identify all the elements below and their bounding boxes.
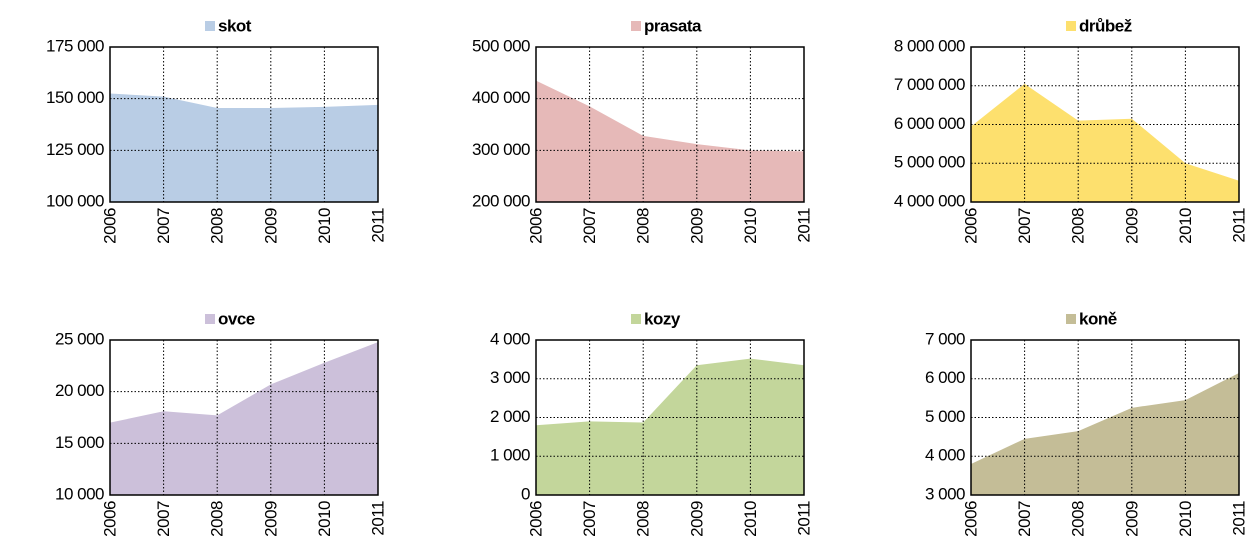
x-tick-label: 2009 [687, 501, 706, 537]
y-tick-label: 7 000 000 [894, 75, 965, 94]
x-tick-label: 2008 [208, 208, 227, 244]
y-tick-label: 15 000 [55, 433, 104, 452]
x-tick-label: 2008 [634, 501, 653, 537]
plot-border [970, 339, 1240, 496]
x-tick-label: 2010 [1176, 501, 1195, 537]
x-tick-label: 2007 [154, 208, 173, 244]
y-tick-label: 4 000 000 [894, 191, 965, 210]
y-tick-label: 5 000 000 [894, 153, 965, 172]
x-tick-label: 2009 [1122, 208, 1141, 244]
x-tick-label: 2008 [208, 501, 227, 537]
y-tick-label: 1 000 [490, 446, 530, 465]
x-tick-label: 2006 [101, 208, 120, 244]
x-tick-label: 2006 [527, 501, 546, 537]
x-tick-label: 2010 [315, 501, 334, 537]
area [110, 93, 378, 202]
x-tick-label: 2007 [154, 501, 173, 537]
y-tick-label: 5 000 [925, 407, 965, 426]
plot-border [535, 339, 805, 496]
legend-swatch [1066, 314, 1076, 324]
y-tick-label: 125 000 [46, 140, 104, 159]
y-tick-label: 175 000 [46, 36, 104, 55]
legend-swatch [205, 21, 215, 31]
x-tick-label: 2009 [687, 208, 706, 244]
area [110, 342, 378, 495]
x-tick-label: 2008 [634, 208, 653, 244]
x-tick-label: 2010 [315, 208, 334, 244]
x-tick-label: 2006 [962, 208, 981, 244]
legend-label: kozy [644, 309, 681, 328]
y-tick-label: 8 000 000 [894, 36, 965, 55]
y-tick-label: 4 000 [925, 446, 965, 465]
x-tick-label: 2008 [1069, 501, 1088, 537]
x-tick-label: 2010 [1176, 208, 1195, 244]
y-tick-label: 100 000 [46, 191, 104, 210]
x-tick-label: 2006 [962, 501, 981, 537]
legend-swatch [631, 21, 641, 31]
x-tick-label: 2006 [527, 208, 546, 244]
legend-swatch [205, 314, 215, 324]
x-tick-label: 2010 [741, 501, 760, 537]
y-tick-label: 500 000 [472, 36, 530, 55]
area [536, 358, 804, 495]
x-tick-label: 2009 [1122, 501, 1141, 537]
y-tick-label: 2 000 [490, 407, 530, 426]
x-tick-label: 2011 [795, 501, 814, 536]
x-tick-label: 2007 [1015, 208, 1034, 244]
legend-swatch [631, 314, 641, 324]
x-tick-label: 2011 [1230, 208, 1246, 243]
plot-border [109, 46, 379, 203]
x-tick-label: 2006 [101, 501, 120, 537]
x-tick-label: 2008 [1069, 208, 1088, 244]
area [971, 83, 1239, 202]
legend-label: drůbež [1079, 16, 1132, 35]
legend-label: koně [1079, 309, 1117, 328]
y-tick-label: 6 000 000 [894, 114, 965, 133]
legend-swatch [1066, 21, 1076, 31]
x-tick-label: 2011 [1230, 501, 1246, 536]
area [536, 80, 804, 202]
y-tick-label: 150 000 [46, 88, 104, 107]
y-tick-label: 20 000 [55, 381, 104, 400]
plot-border [970, 46, 1240, 203]
y-tick-label: 7 000 [925, 329, 965, 348]
x-tick-label: 2009 [261, 501, 280, 537]
y-tick-label: 200 000 [472, 191, 530, 210]
y-tick-label: 25 000 [55, 329, 104, 348]
legend-label: prasata [644, 16, 702, 35]
legend-label: skot [218, 16, 252, 35]
y-tick-label: 300 000 [472, 140, 530, 159]
x-tick-label: 2010 [741, 208, 760, 244]
y-tick-label: 4 000 [490, 329, 530, 348]
x-tick-label: 2011 [369, 501, 388, 536]
plot-border [109, 339, 379, 496]
area [971, 372, 1239, 495]
x-tick-label: 2007 [580, 208, 599, 244]
x-tick-label: 2007 [1015, 501, 1034, 537]
y-tick-label: 3 000 [925, 484, 965, 503]
y-tick-label: 10 000 [55, 484, 104, 503]
legend-label: ovce [218, 309, 255, 328]
x-tick-label: 2007 [580, 501, 599, 537]
x-tick-label: 2009 [261, 208, 280, 244]
x-tick-label: 2011 [795, 208, 814, 243]
y-tick-label: 400 000 [472, 88, 530, 107]
y-tick-label: 0 [521, 484, 530, 503]
plot-border [535, 46, 805, 203]
y-tick-label: 3 000 [490, 368, 530, 387]
y-tick-label: 6 000 [925, 368, 965, 387]
x-tick-label: 2011 [369, 208, 388, 243]
